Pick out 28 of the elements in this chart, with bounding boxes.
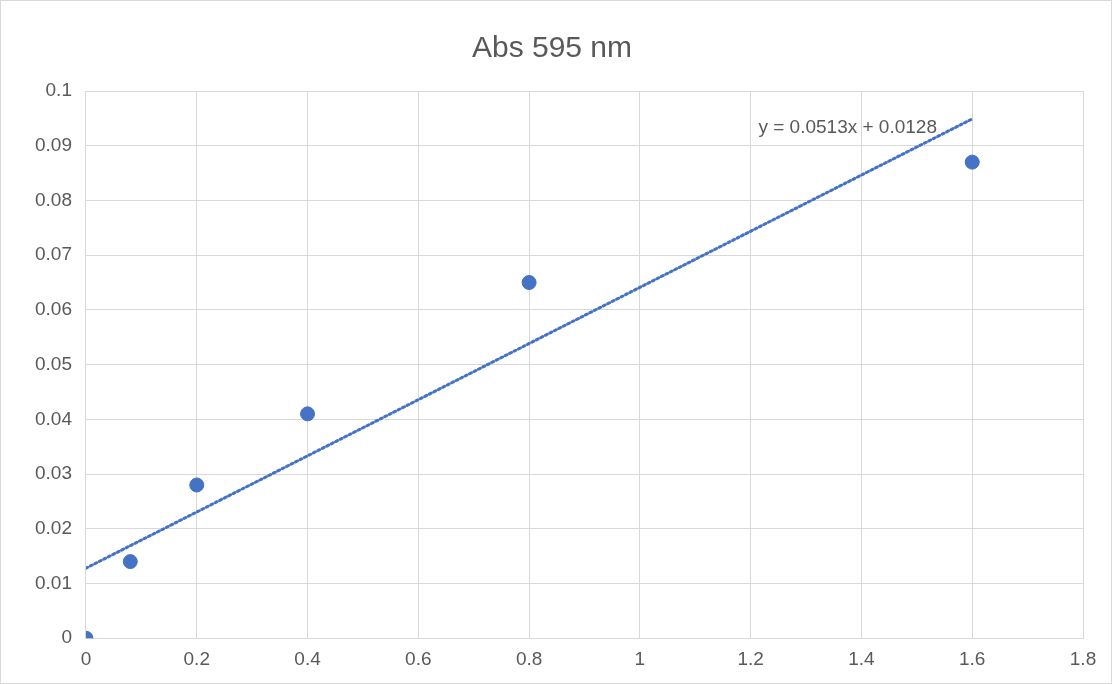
x-tick-label: 1.8 <box>1069 647 1097 669</box>
chart-title: Abs 595 nm <box>471 30 633 64</box>
x-tick-label: 1 <box>634 647 646 669</box>
y-tick-label: 0.04 <box>35 407 73 429</box>
y-tick-label: 0.03 <box>35 462 72 484</box>
point <box>122 554 138 570</box>
point <box>521 275 537 291</box>
point <box>189 477 205 493</box>
y-tick-label: 0.1 <box>45 79 72 101</box>
y-tick-label: 0.02 <box>35 516 72 538</box>
point <box>964 154 980 170</box>
x-tick-label: 1.6 <box>959 647 986 669</box>
point <box>300 406 316 422</box>
y-tick-label: 0.06 <box>35 298 72 320</box>
x-tick-label: 1.4 <box>848 647 876 669</box>
y-tick-label: 0 <box>61 626 72 648</box>
annotation: y = 0.0513x + 0.0128 <box>758 116 937 138</box>
x-tick-label: 0.4 <box>294 647 322 669</box>
y-tick-label: 0.05 <box>35 352 72 374</box>
x-tick-label: 0.6 <box>405 647 432 669</box>
y-tick-label: 0.09 <box>35 133 72 155</box>
x-tick-label: 0 <box>80 647 92 669</box>
y-tick-label: 0.08 <box>35 188 72 210</box>
x-tick-label: 0.2 <box>183 647 210 669</box>
x-tick-label: 1.2 <box>737 647 764 669</box>
y-tick-label: 0.07 <box>35 243 72 265</box>
x-tick-label: 0.8 <box>515 647 543 669</box>
y-tick-label: 0.01 <box>35 571 72 593</box>
